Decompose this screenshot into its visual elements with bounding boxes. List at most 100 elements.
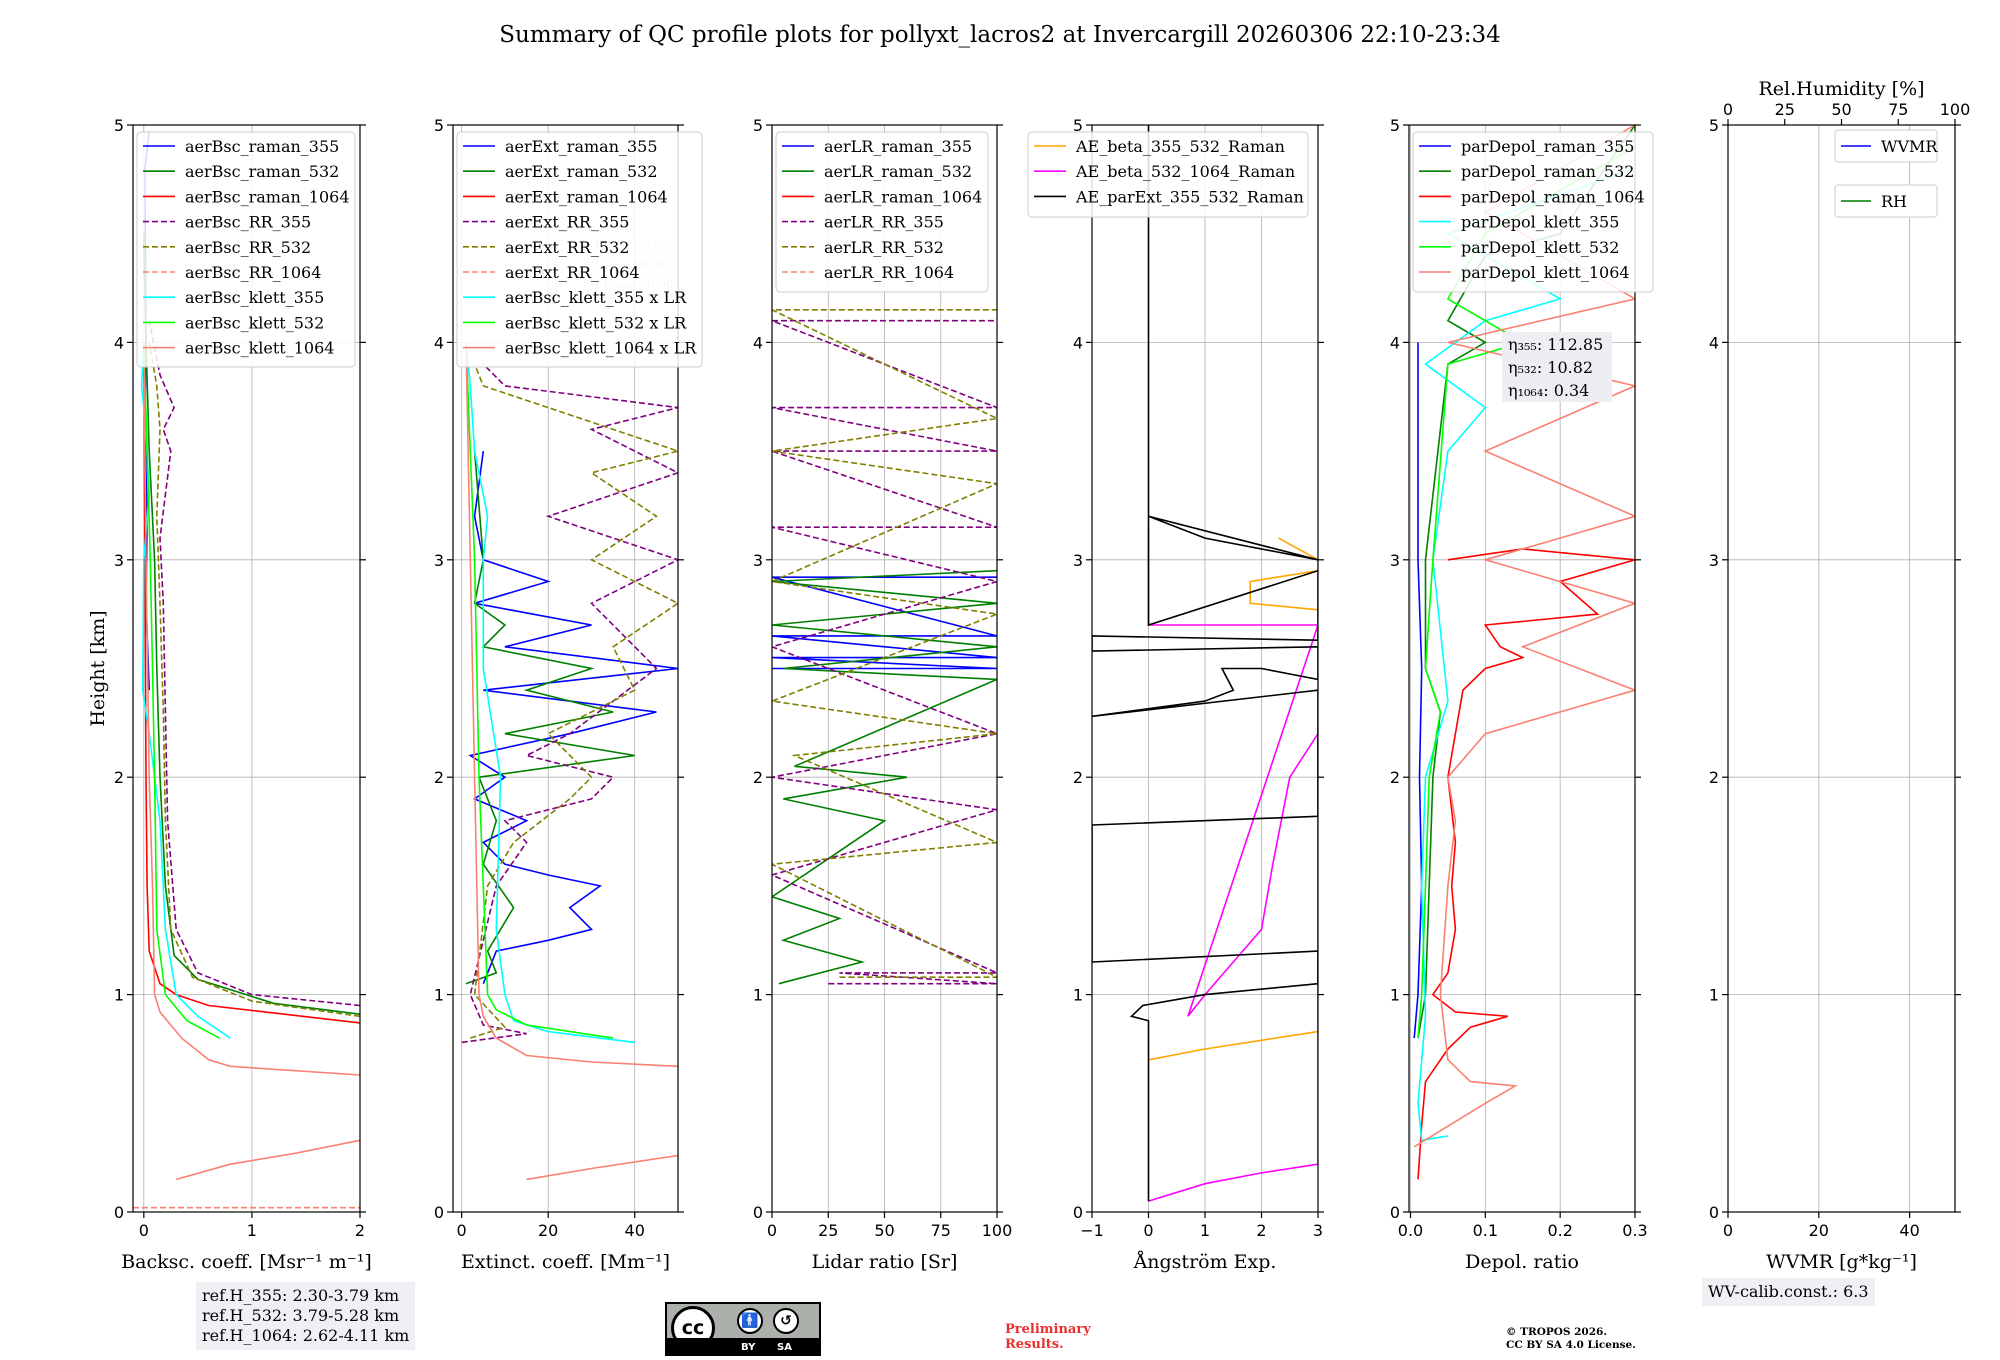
copyright-line-1: © TROPOS 2026. <box>1506 1326 1608 1338</box>
y-tick-label: 0 <box>1390 1203 1400 1222</box>
preliminary-line-2: Results. <box>1005 1337 1064 1352</box>
x-axis-label: Ångström Exp. <box>1133 1251 1277 1273</box>
legend-label: aerBsc_klett_532 <box>185 313 324 332</box>
series-line-AE_beta_532_1064_Raman <box>1147 527 1318 1202</box>
x-axis-label: WVMR [g*kg⁻¹] <box>1766 1251 1917 1273</box>
x-tick-label: 3 <box>1313 1221 1323 1240</box>
legend-label: aerBsc_klett_355 <box>185 288 324 307</box>
legend-label: aerLR_RR_1064 <box>824 263 954 282</box>
x-tick-label: 50 <box>874 1221 894 1240</box>
legend-label: AE_beta_355_532_Raman <box>1075 137 1285 156</box>
y-tick-label: 0 <box>434 1203 444 1222</box>
legend-label: parDepol_klett_532 <box>1461 238 1619 257</box>
legend-label: aerExt_RR_532 <box>505 238 629 257</box>
y-tick-label: 3 <box>1709 551 1719 570</box>
y-tick-label: 5 <box>434 116 444 135</box>
legend-label: aerExt_raman_355 <box>505 137 658 156</box>
legend-label: aerBsc_klett_1064 <box>185 339 334 358</box>
x-tick-label: 20 <box>538 1221 558 1240</box>
series-line-aerBsc_klett_532 x LR <box>465 342 614 1039</box>
y-tick-label: 4 <box>114 333 124 352</box>
ref-height-532: ref.H_532: 3.79-5.28 km <box>202 1306 400 1325</box>
y-tick-label: 2 <box>114 768 124 787</box>
y-tick-label: 5 <box>1709 116 1719 135</box>
legend-label: aerBsc_RR_355 <box>185 213 311 232</box>
y-tick-label: 5 <box>114 116 124 135</box>
y-tick-label: 4 <box>434 333 444 352</box>
x-tick-label: 1 <box>1200 1221 1210 1240</box>
preliminary-notice: Preliminary Results. <box>1005 1322 1091 1352</box>
y-tick-label: 3 <box>434 551 444 570</box>
legend-label: aerBsc_raman_532 <box>185 162 339 181</box>
series-line-AE_parExt_355_532_Raman <box>1092 125 1318 1202</box>
x-axis-label: Lidar ratio [Sr] <box>812 1251 958 1273</box>
legend-box <box>1834 129 1938 163</box>
series-line-extra <box>526 1154 678 1181</box>
series-line-aerExt_raman_355 <box>468 450 678 984</box>
x-tick-label: 2 <box>355 1221 365 1240</box>
series-line-aerBsc_raman_1064 <box>143 342 360 1024</box>
y-tick-label: 3 <box>1390 551 1400 570</box>
legend-box <box>1027 131 1309 218</box>
y-tick-label: 4 <box>753 333 763 352</box>
y-tick-label: 5 <box>1390 116 1400 135</box>
legend-label: aerBsc_raman_355 <box>185 137 339 156</box>
panel-bsc: 0 1 2 0 1 2 3 4 5 Backsc. coeff. [Msr⁻¹ m⁻¹] Heigh… <box>87 116 372 1273</box>
legend-label: aerExt_raman_1064 <box>505 187 668 206</box>
legend-label: aerLR_RR_355 <box>824 213 944 232</box>
x-tick-label: 0 <box>1143 1221 1153 1240</box>
x-tick-label: 0 <box>457 1221 467 1240</box>
sa-label: SA <box>777 1342 792 1353</box>
x-tick-label: 75 <box>931 1221 951 1240</box>
series-line-aerLR_raman_355 <box>772 576 997 670</box>
y-tick-label: 1 <box>434 986 444 1005</box>
series-line-aerLR_RR_355 <box>772 319 997 985</box>
series-group <box>461 342 678 1181</box>
eta-value: η₅₃₂: 10.82 <box>1508 358 1593 377</box>
legend-label: parDepol_klett_355 <box>1461 213 1619 232</box>
y-tick-label: 2 <box>1390 768 1400 787</box>
person-icon: 🚹 <box>737 1308 763 1334</box>
by-label: BY <box>741 1342 756 1353</box>
legend-label: aerLR_raman_532 <box>824 162 972 181</box>
top-x-tick-label: 100 <box>1940 100 1971 119</box>
x-tick-label: 0 <box>767 1221 777 1240</box>
y-tick-label: 2 <box>434 768 444 787</box>
top-x-tick-label: 50 <box>1831 100 1851 119</box>
series-group <box>1092 125 1318 1202</box>
axes-frame <box>1408 124 1636 1213</box>
legend-box <box>775 131 989 293</box>
panel-wv: 0 20 40 0 1 2 3 4 5 WVMR [g*kg⁻¹] 0 25 50 75 100 Rel.Hu… <box>1709 78 1970 1273</box>
x-tick-label: 1 <box>247 1221 257 1240</box>
top-x-tick-label: 75 <box>1888 100 1908 119</box>
series-line-aerExt_RR_355 <box>461 363 678 1044</box>
series-line-AE_beta_355_532_Raman <box>1148 537 1318 1061</box>
eta-box <box>1502 332 1612 402</box>
y-tick-label: 1 <box>1390 986 1400 1005</box>
x-tick-label: 0.2 <box>1547 1221 1572 1240</box>
x-tick-label: 0 <box>1723 1221 1733 1240</box>
legend-label: AE_beta_532_1064_Raman <box>1075 162 1295 181</box>
series-line-aerExt_raman_532 <box>465 451 635 985</box>
y-tick-label: 1 <box>114 986 124 1005</box>
legend-label: aerExt_RR_355 <box>505 213 629 232</box>
legend-label: RH <box>1881 192 1907 211</box>
legend-label: aerLR_RR_532 <box>824 238 944 257</box>
legend-label: aerBsc_klett_532 x LR <box>505 313 687 332</box>
y-tick-label: 3 <box>753 551 763 570</box>
legend-label: aerLR_raman_1064 <box>824 187 982 206</box>
y-tick-label: 0 <box>114 1203 124 1222</box>
ref-height-1064: ref.H_1064: 2.62-4.11 km <box>202 1326 410 1345</box>
legend-label: aerBsc_RR_532 <box>185 238 311 257</box>
y-tick-label: 5 <box>753 116 763 135</box>
figure-title: Summary of QC profile plots for pollyxt_… <box>499 22 1501 48</box>
top-x-tick-label: 25 <box>1775 100 1795 119</box>
legend-label: parDepol_raman_1064 <box>1461 187 1645 206</box>
panel-depol: 0.0 0.1 0.2 0.3 0 1 2 3 4 5 Depol. ratio η₃₅₅: 112.… <box>1390 116 1654 1273</box>
legend-label: aerExt_raman_532 <box>505 162 658 181</box>
x-tick-label: 40 <box>625 1221 645 1240</box>
x-tick-label: 25 <box>818 1221 838 1240</box>
